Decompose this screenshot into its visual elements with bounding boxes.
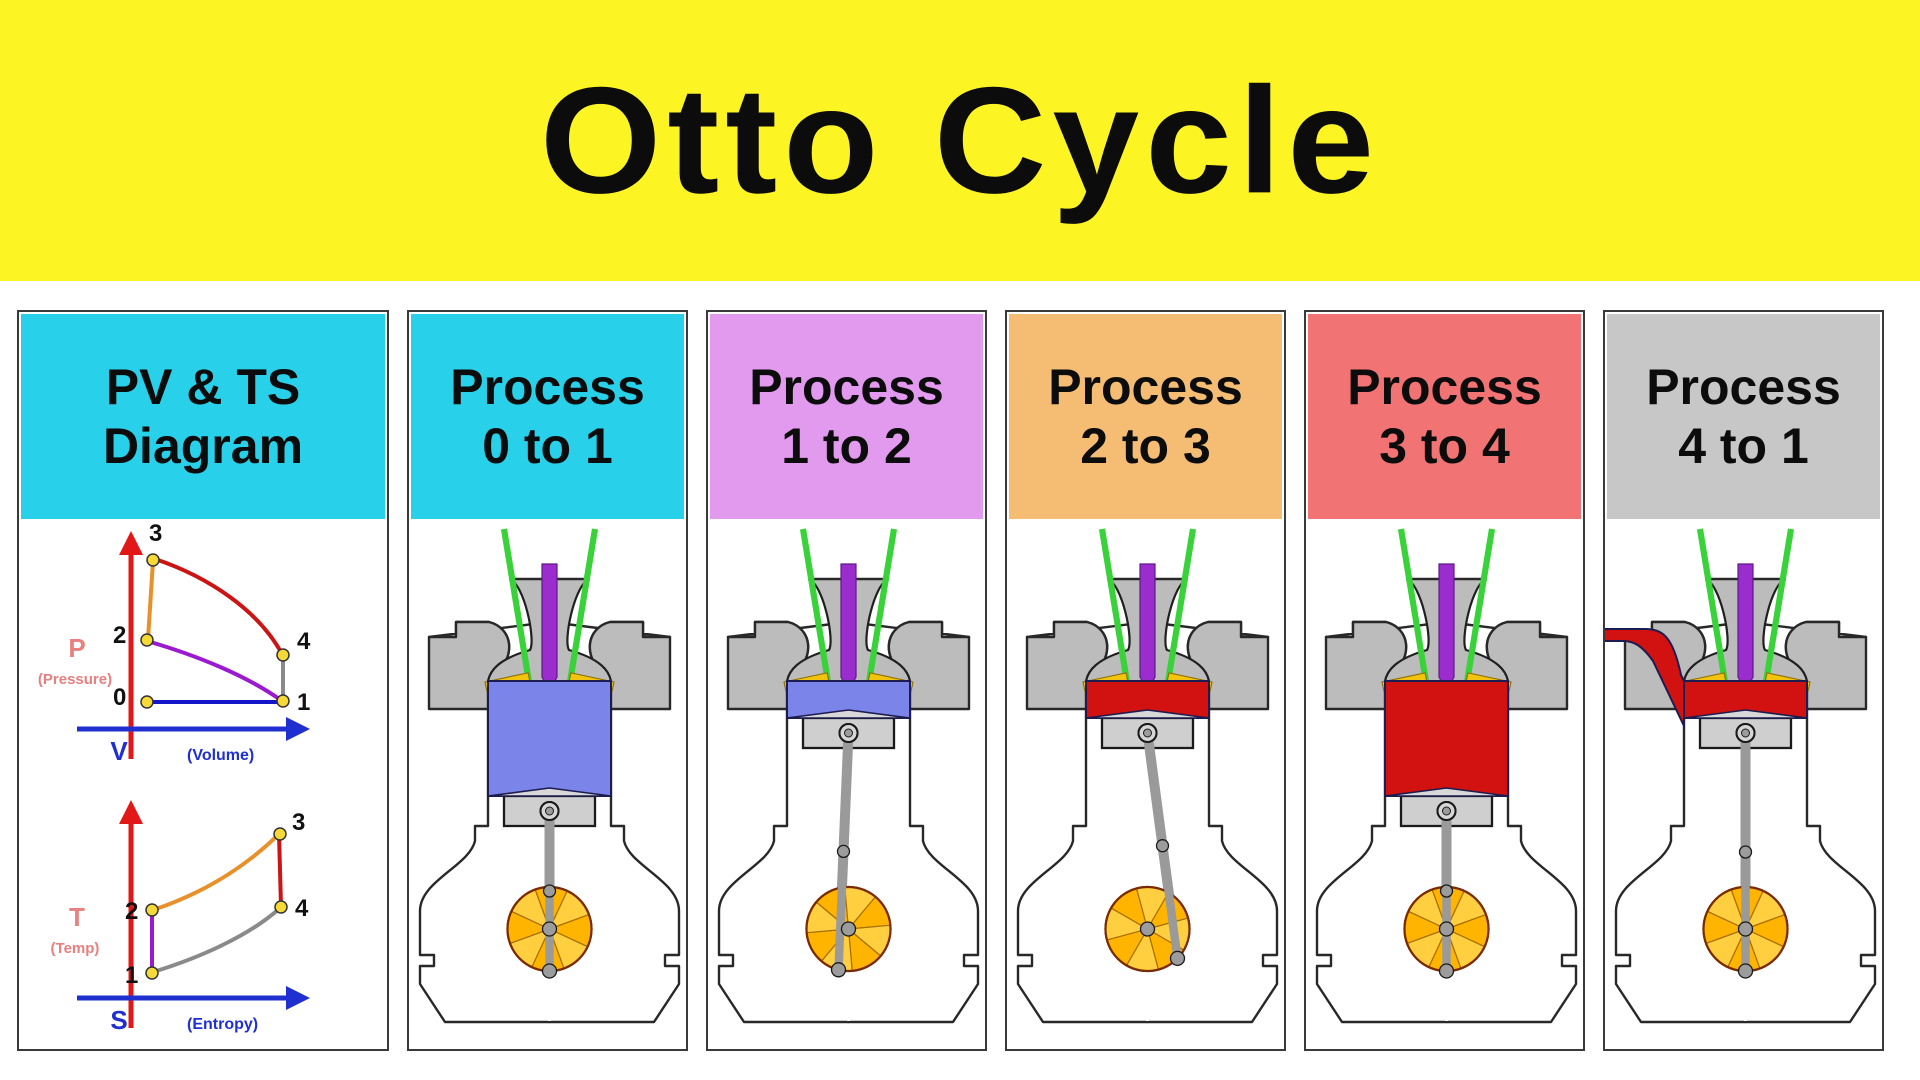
svg-text:T: T xyxy=(69,902,85,932)
svg-text:P: P xyxy=(68,633,85,663)
svg-text:1: 1 xyxy=(125,962,138,989)
svg-text:2: 2 xyxy=(113,622,126,649)
svg-text:3: 3 xyxy=(292,809,305,836)
svg-text:S: S xyxy=(110,1005,127,1035)
svg-text:4: 4 xyxy=(297,628,311,655)
svg-text:V: V xyxy=(110,736,128,766)
svg-text:(Entropy): (Entropy) xyxy=(187,1016,258,1033)
svg-text:(Temp): (Temp) xyxy=(51,940,100,957)
svg-text:4: 4 xyxy=(295,895,309,922)
svg-text:3: 3 xyxy=(149,520,162,547)
svg-text:1: 1 xyxy=(297,689,310,716)
svg-text:(Pressure): (Pressure) xyxy=(38,671,112,688)
svg-text:(Volume): (Volume) xyxy=(187,747,254,764)
svg-text:2: 2 xyxy=(125,898,138,925)
svg-text:0: 0 xyxy=(113,684,126,711)
